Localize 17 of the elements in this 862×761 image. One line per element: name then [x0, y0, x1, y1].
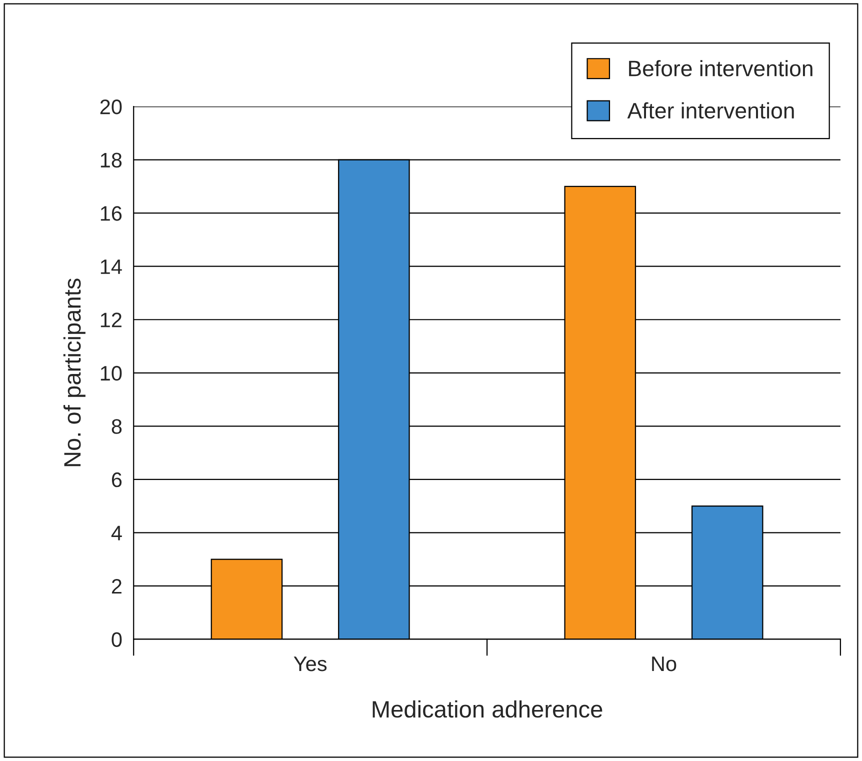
legend-label: Before intervention: [629, 60, 812, 76]
y-tick-label: 0: [112, 632, 122, 647]
y-tick-label: 14: [100, 260, 122, 274]
y-tick-label: 8: [112, 419, 122, 434]
y-tick-label: 18: [100, 152, 122, 168]
y-tick-label: 4: [111, 526, 122, 540]
x-tick-label: No: [652, 656, 676, 672]
y-tick-label: 20: [100, 100, 122, 114]
x-tick-label: Yes: [294, 656, 327, 672]
y-tick-label: 2: [112, 578, 122, 594]
legend-label: After intervention: [627, 102, 794, 119]
x-axis-title: Medication adherence: [372, 700, 602, 718]
y-tick-label: 6: [112, 472, 122, 488]
y-tick-label: 16: [100, 206, 122, 221]
y-axis-title: No. of participants: [63, 278, 86, 466]
y-tick-label: 12: [100, 312, 122, 328]
y-tick-label: 10: [100, 366, 122, 381]
